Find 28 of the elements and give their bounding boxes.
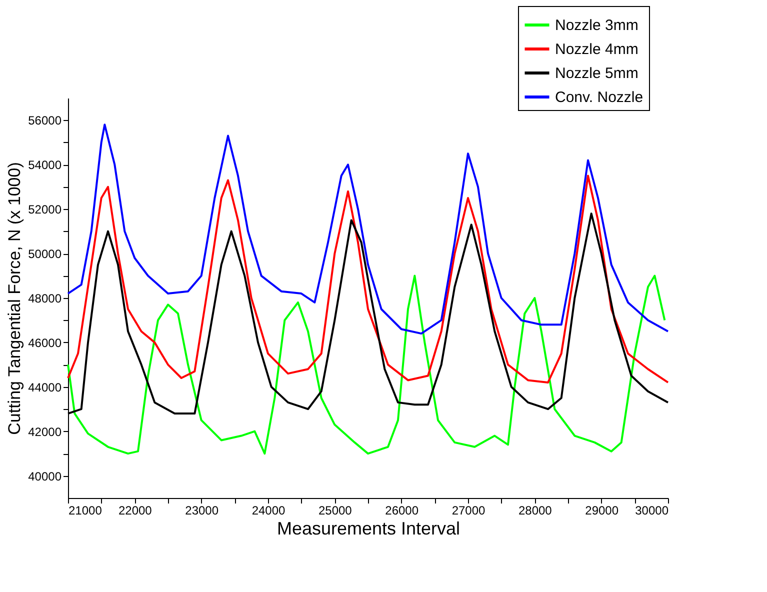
x-tick-label: 25000 (318, 504, 352, 518)
y-tick-label: 46000 (28, 336, 62, 350)
y-tick-label: 52000 (28, 202, 62, 217)
x-tick-label: 28000 (518, 504, 552, 518)
y-tick-label: 42000 (28, 424, 62, 439)
x-tick-label: 30000 (635, 504, 669, 518)
y-tick-label: 48000 (28, 292, 62, 306)
y-tick-label: 56000 (28, 114, 62, 128)
y-tick-label: 50000 (28, 247, 62, 262)
x-tick-label: 24000 (252, 504, 286, 518)
x-tick-label: 29000 (585, 504, 619, 518)
y-tick-label: 44000 (28, 380, 62, 394)
legend-label: Nozzle 3mm (555, 17, 638, 34)
legend-label: Nozzle 4mm (555, 41, 638, 58)
x-tick-label: 26000 (385, 504, 419, 518)
legend-label: Nozzle 5mm (555, 65, 638, 82)
x-tick-label: 27000 (452, 504, 486, 518)
x-tick-label: 23000 (185, 504, 219, 518)
x-axis-title: Measurements Interval (276, 518, 460, 538)
x-tick-label: 22000 (118, 504, 152, 518)
y-tick-label: 54000 (28, 158, 62, 172)
line-series (67, 274, 666, 455)
legend-label: Conv. Nozzle (555, 89, 644, 106)
x-tick-label: 21000 (68, 504, 102, 518)
line-series (67, 174, 669, 384)
y-axis-title: Cutting Tangential Force, N (x 1000) (5, 162, 24, 435)
y-tick-label: 40000 (28, 469, 62, 484)
line-series (67, 124, 669, 335)
